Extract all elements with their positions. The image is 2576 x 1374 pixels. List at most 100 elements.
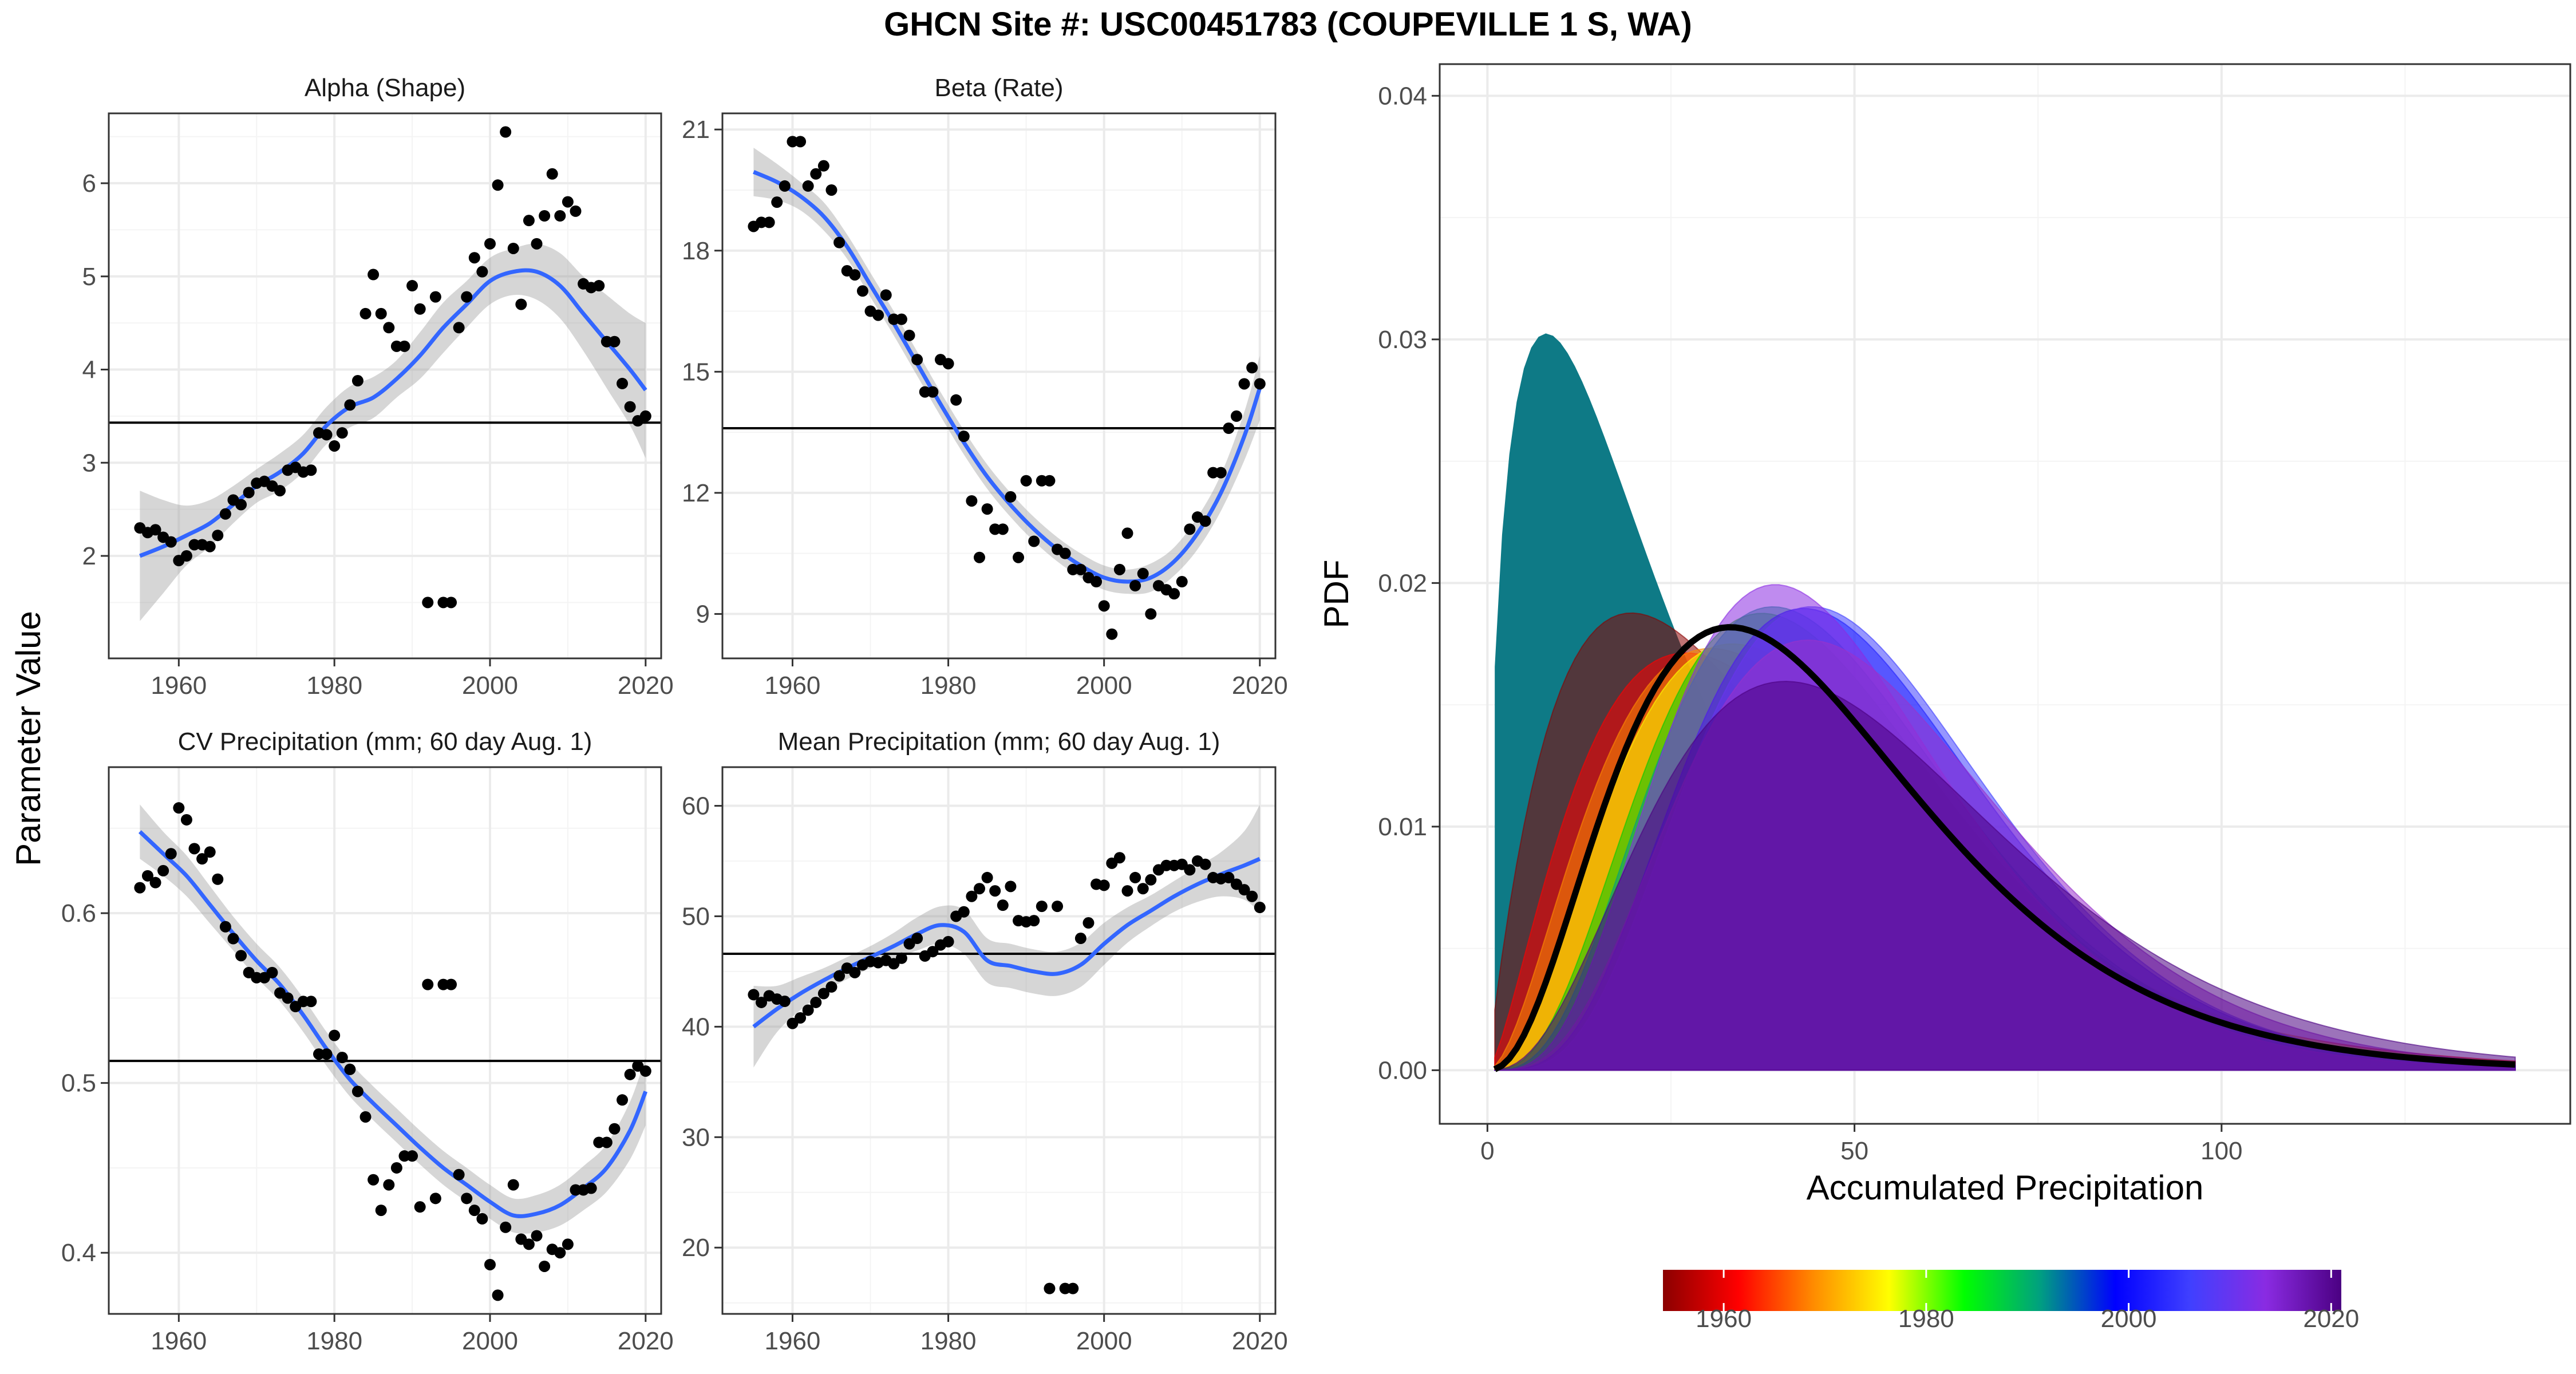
data-point [500, 126, 512, 138]
data-point [927, 386, 939, 398]
data-point [243, 487, 255, 499]
data-point [639, 1065, 651, 1077]
data-point [1238, 378, 1250, 390]
data-point [398, 340, 410, 352]
panel-title: Beta (Rate) [935, 74, 1064, 102]
data-point [414, 303, 426, 315]
data-point [989, 885, 1001, 897]
data-point [817, 160, 829, 172]
data-point [1230, 410, 1242, 422]
data-point [795, 136, 807, 148]
data-point [219, 921, 231, 933]
data-point [445, 978, 457, 990]
data-point [305, 996, 317, 1008]
data-point [235, 950, 247, 962]
data-point [406, 280, 418, 292]
data-point [468, 252, 480, 264]
data-point [321, 1048, 333, 1060]
data-point [1121, 527, 1133, 539]
data-point [329, 440, 341, 452]
colorbar: 1960 1980 2000 2020 [1663, 1270, 2359, 1333]
panel-border [721, 766, 1277, 1315]
data-point [227, 933, 239, 945]
data-point [212, 530, 224, 542]
y-tick-label: 21 [682, 116, 710, 144]
data-point [383, 322, 395, 334]
y-tick-label: 50 [682, 902, 710, 930]
panel-border [108, 112, 662, 660]
smooth-line [753, 170, 1262, 584]
data-point [390, 1162, 402, 1174]
data-point [903, 329, 915, 341]
data-point [468, 1205, 480, 1217]
y-tick-label: 4 [82, 356, 96, 384]
data-point [942, 935, 954, 947]
x-tick-label: 1980 [920, 1327, 977, 1355]
data-point [1005, 881, 1017, 893]
data-point [507, 242, 519, 254]
panel-title: CV Precipitation (mm; 60 day Aug. 1) [178, 728, 592, 756]
data-point [756, 996, 768, 1008]
data-point [1254, 902, 1266, 914]
data-point [414, 1201, 426, 1213]
y-tick-label: 15 [682, 358, 710, 386]
panel-background [722, 113, 1275, 658]
colorbar-tick-label: 2000 [2101, 1305, 2157, 1333]
data-point [539, 1260, 551, 1272]
pdf-mean-line [1493, 624, 2516, 1072]
data-point [476, 1213, 488, 1225]
data-point [476, 266, 488, 278]
data-point [825, 184, 837, 196]
panel-alpha: 1960 1980 2000 2020 2 3 4 5 6 Alpha (Shape) [82, 74, 674, 700]
data-point [966, 495, 978, 507]
data-point [157, 864, 169, 876]
data-point [617, 377, 629, 389]
data-point [763, 216, 775, 228]
data-point [507, 1179, 519, 1191]
panel-title: Mean Precipitation (mm; 60 day Aug. 1) [778, 728, 1220, 756]
data-point [445, 597, 457, 609]
data-point [748, 989, 760, 1001]
data-point [911, 354, 923, 366]
data-point [375, 1205, 387, 1217]
colorbar-tick-label: 1960 [1696, 1305, 1752, 1333]
data-point [1254, 378, 1266, 390]
data-point [492, 179, 504, 191]
data-point [1184, 523, 1196, 535]
data-point [173, 802, 185, 814]
y-axis-label: PDF [1317, 560, 1356, 629]
data-point [1129, 580, 1141, 592]
data-point [1091, 576, 1103, 588]
shared-y-axis-label: Parameter Value [9, 611, 48, 866]
data-point [593, 280, 605, 292]
panel-title: Alpha (Shape) [305, 74, 465, 102]
data-point [351, 1085, 364, 1097]
x-tick-label: 2000 [1076, 672, 1132, 700]
data-point [1036, 901, 1048, 913]
data-point [1113, 852, 1125, 864]
data-point [422, 978, 434, 990]
data-point [833, 970, 846, 982]
x-tick-label: 2020 [1232, 672, 1288, 700]
y-tick-label: 60 [682, 792, 710, 820]
data-point [1223, 423, 1235, 435]
data-point [802, 180, 814, 192]
data-point [453, 1168, 465, 1180]
y-tick-label: 0.01 [1378, 813, 1427, 841]
data-point [336, 1052, 348, 1064]
data-point [321, 429, 333, 441]
x-tick-label: 2020 [1232, 1327, 1288, 1355]
data-point [461, 291, 473, 303]
data-point [546, 168, 558, 180]
data-point [492, 1289, 504, 1301]
data-point [1137, 883, 1149, 895]
data-point [266, 966, 278, 978]
y-tick-label: 0.4 [61, 1239, 96, 1267]
data-point [973, 551, 985, 563]
data-point [1074, 933, 1086, 945]
x-tick-label: 1960 [765, 1327, 821, 1355]
data-point [406, 1150, 418, 1162]
data-point [188, 843, 200, 855]
